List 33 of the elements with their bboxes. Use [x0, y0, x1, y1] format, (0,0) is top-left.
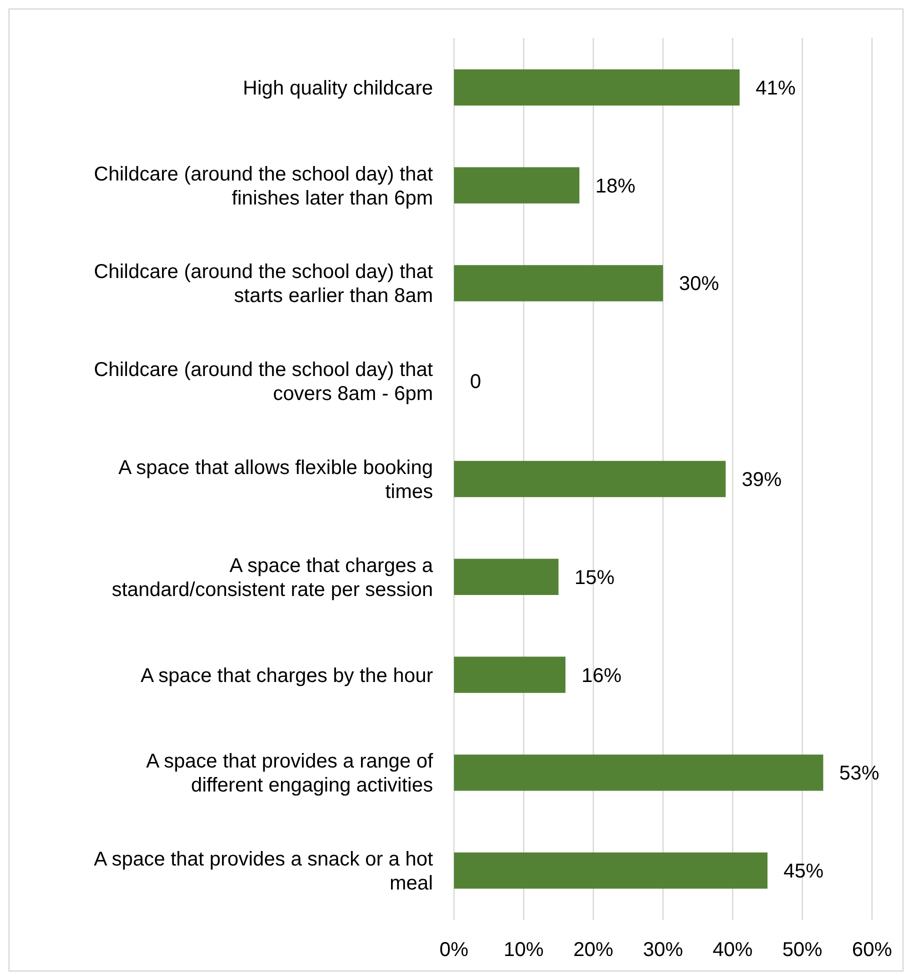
x-tick-label: 10%: [504, 939, 544, 961]
y-tick-label: Childcare (around the school day) that starts earlier than 8am: [94, 261, 434, 308]
data-label: 45%: [784, 860, 824, 883]
y-tick-label: A space that provides a range of different engaging activities: [146, 750, 434, 797]
data-label: 53%: [839, 762, 880, 785]
y-tick-label: A space that charges by the hour: [140, 664, 434, 687]
x-tick-label: 50%: [782, 939, 823, 961]
y-tick-label: Childcare (around the school day) that covers 8am - 6pm: [94, 359, 434, 406]
y-tick-label: A space that provides a snack or a hot meal: [94, 848, 434, 895]
data-label: 18%: [595, 175, 636, 198]
x-tick-label: 0%: [440, 939, 469, 961]
data-label: 41%: [756, 77, 796, 100]
x-tick-label: 60%: [852, 939, 892, 961]
bar: [454, 460, 726, 498]
data-label: 16%: [581, 664, 622, 687]
x-tick-label: 20%: [573, 939, 614, 961]
data-label: 15%: [574, 566, 615, 589]
data-label: 0: [470, 371, 482, 394]
bar: [454, 656, 566, 693]
bar: [454, 558, 558, 595]
x-tick-label: 40%: [712, 939, 753, 961]
y-tick-label: A space that charges a standard/consistent rate per session: [112, 554, 434, 601]
x-tick-label: 30%: [642, 939, 684, 961]
data-label: 30%: [679, 273, 720, 296]
data-label: 39%: [742, 469, 782, 491]
bar: [454, 852, 768, 889]
y-tick-label: Childcare (around the school day) that finishes later than 6pm: [94, 163, 434, 210]
y-tick-label: High quality childcare: [242, 77, 433, 100]
bar: [454, 754, 824, 791]
bar: [454, 167, 580, 204]
bar: [454, 265, 663, 302]
bar: [454, 69, 740, 106]
y-tick-label: A space that allows flexible booking times: [118, 457, 433, 503]
